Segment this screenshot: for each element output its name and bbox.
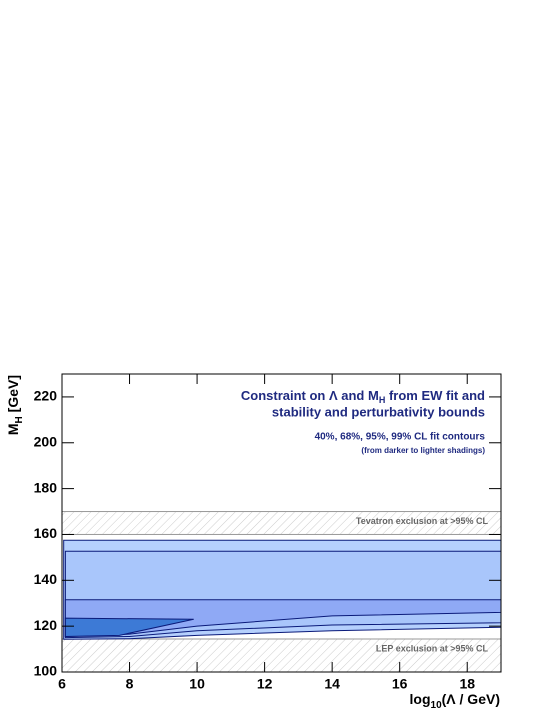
y-tick-label: 180 bbox=[34, 479, 58, 495]
contour bbox=[64, 617, 194, 637]
title-text: from EW fit and bbox=[385, 388, 485, 403]
frame bbox=[61, 373, 502, 673]
y-axis-label: MH [GeV] bbox=[5, 375, 25, 435]
subtitle: 40%, 68%, 95%, 99% CL fit contours bbox=[315, 432, 486, 443]
y-label-text: M bbox=[5, 423, 21, 435]
band-label: LEP exclusion at >95% CL bbox=[376, 643, 489, 653]
title-sub: H bbox=[379, 395, 386, 405]
x-tick-label: 12 bbox=[257, 676, 273, 692]
y-tick-label: 200 bbox=[34, 433, 58, 449]
x-axis-label: log10(Λ / GeV) bbox=[410, 691, 500, 711]
x-tick-label: 16 bbox=[392, 676, 408, 692]
x-label-text: log bbox=[410, 691, 431, 707]
title: Constraint on Λ and MH from EW fit and bbox=[241, 388, 485, 405]
note: (from darker to lighter shadings) bbox=[361, 446, 485, 455]
y-tick-label: 160 bbox=[34, 525, 58, 541]
x-tick-label: 14 bbox=[324, 676, 340, 692]
x-label-sub: 10 bbox=[431, 700, 443, 711]
y-label-text: [GeV] bbox=[5, 375, 21, 416]
title-text: Constraint on Λ and M bbox=[241, 388, 379, 403]
y-tick-label: 120 bbox=[34, 617, 58, 633]
band-label: Tevatron exclusion at >95% CL bbox=[356, 516, 489, 526]
y-label-sub: H bbox=[14, 416, 25, 423]
x-tick-label: 18 bbox=[459, 676, 475, 692]
x-tick-label: 6 bbox=[58, 676, 66, 692]
x-tick-label: 10 bbox=[189, 676, 205, 692]
y-tick-label: 100 bbox=[34, 663, 58, 679]
contour bbox=[64, 599, 501, 637]
x-label-text: (Λ / GeV) bbox=[442, 691, 500, 707]
y-tick-label: 220 bbox=[34, 388, 58, 404]
y-tick-label: 140 bbox=[34, 571, 58, 587]
title: stability and perturbativity bounds bbox=[272, 404, 485, 419]
exclusion-band bbox=[62, 511, 501, 535]
x-tick-label: 8 bbox=[126, 676, 134, 692]
plot-area bbox=[62, 511, 501, 672]
exclusion-band bbox=[62, 638, 501, 672]
